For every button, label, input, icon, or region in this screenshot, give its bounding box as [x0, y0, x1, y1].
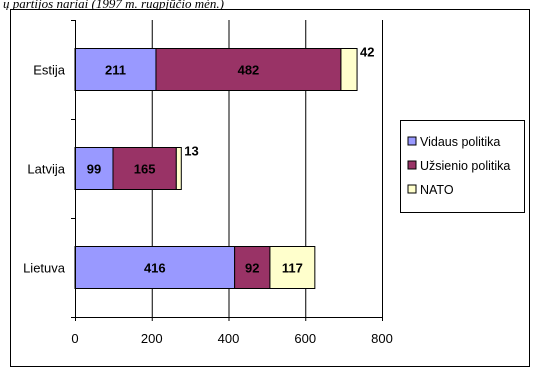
data-label: 117 [282, 261, 303, 276]
data-label: 211 [105, 63, 126, 78]
x-tick-label: 800 [371, 331, 393, 346]
legend-swatch [407, 184, 417, 194]
bar-segment [234, 246, 271, 289]
bar-segment [175, 147, 182, 190]
legend-box [400, 120, 525, 213]
x-tick-label: 0 [71, 331, 78, 346]
data-label: 42 [360, 45, 374, 60]
legend-swatch [407, 136, 417, 146]
legend-label: Užsienio politika [420, 159, 510, 173]
category-label: Latvija [27, 162, 65, 177]
data-label: 416 [144, 261, 166, 276]
chart-caption: ų partijos nariai (1997 m. rugpjūčio mėn… [3, 0, 224, 10]
legend: Vidaus politika Užsienio politika NATO [400, 120, 525, 213]
value-labels: 416 92 117 99 165 13 211 482 42 [87, 45, 375, 276]
bar-segment [112, 147, 177, 190]
bar-segment [74, 246, 236, 289]
bars [74, 48, 358, 289]
data-label: 99 [87, 162, 101, 177]
chart-frame [10, 9, 530, 367]
legend-label: NATO [420, 183, 454, 197]
bar-segment [340, 48, 358, 91]
category-label: Lietuva [23, 261, 66, 276]
data-label: 165 [134, 162, 156, 177]
data-label: 482 [238, 63, 260, 78]
x-tick-label: 600 [294, 331, 316, 346]
axes: Lietuva Latvija Estija 0 200 400 600 800 [23, 20, 393, 346]
x-tick-label: 200 [141, 331, 163, 346]
x-tick-label: 400 [218, 331, 240, 346]
legend-label: Vidaus politika [420, 135, 500, 149]
category-label: Estija [33, 63, 66, 78]
legend-swatch [407, 160, 417, 170]
data-label: 92 [245, 261, 259, 276]
data-label: 13 [184, 144, 198, 159]
bar-segment [269, 246, 316, 289]
